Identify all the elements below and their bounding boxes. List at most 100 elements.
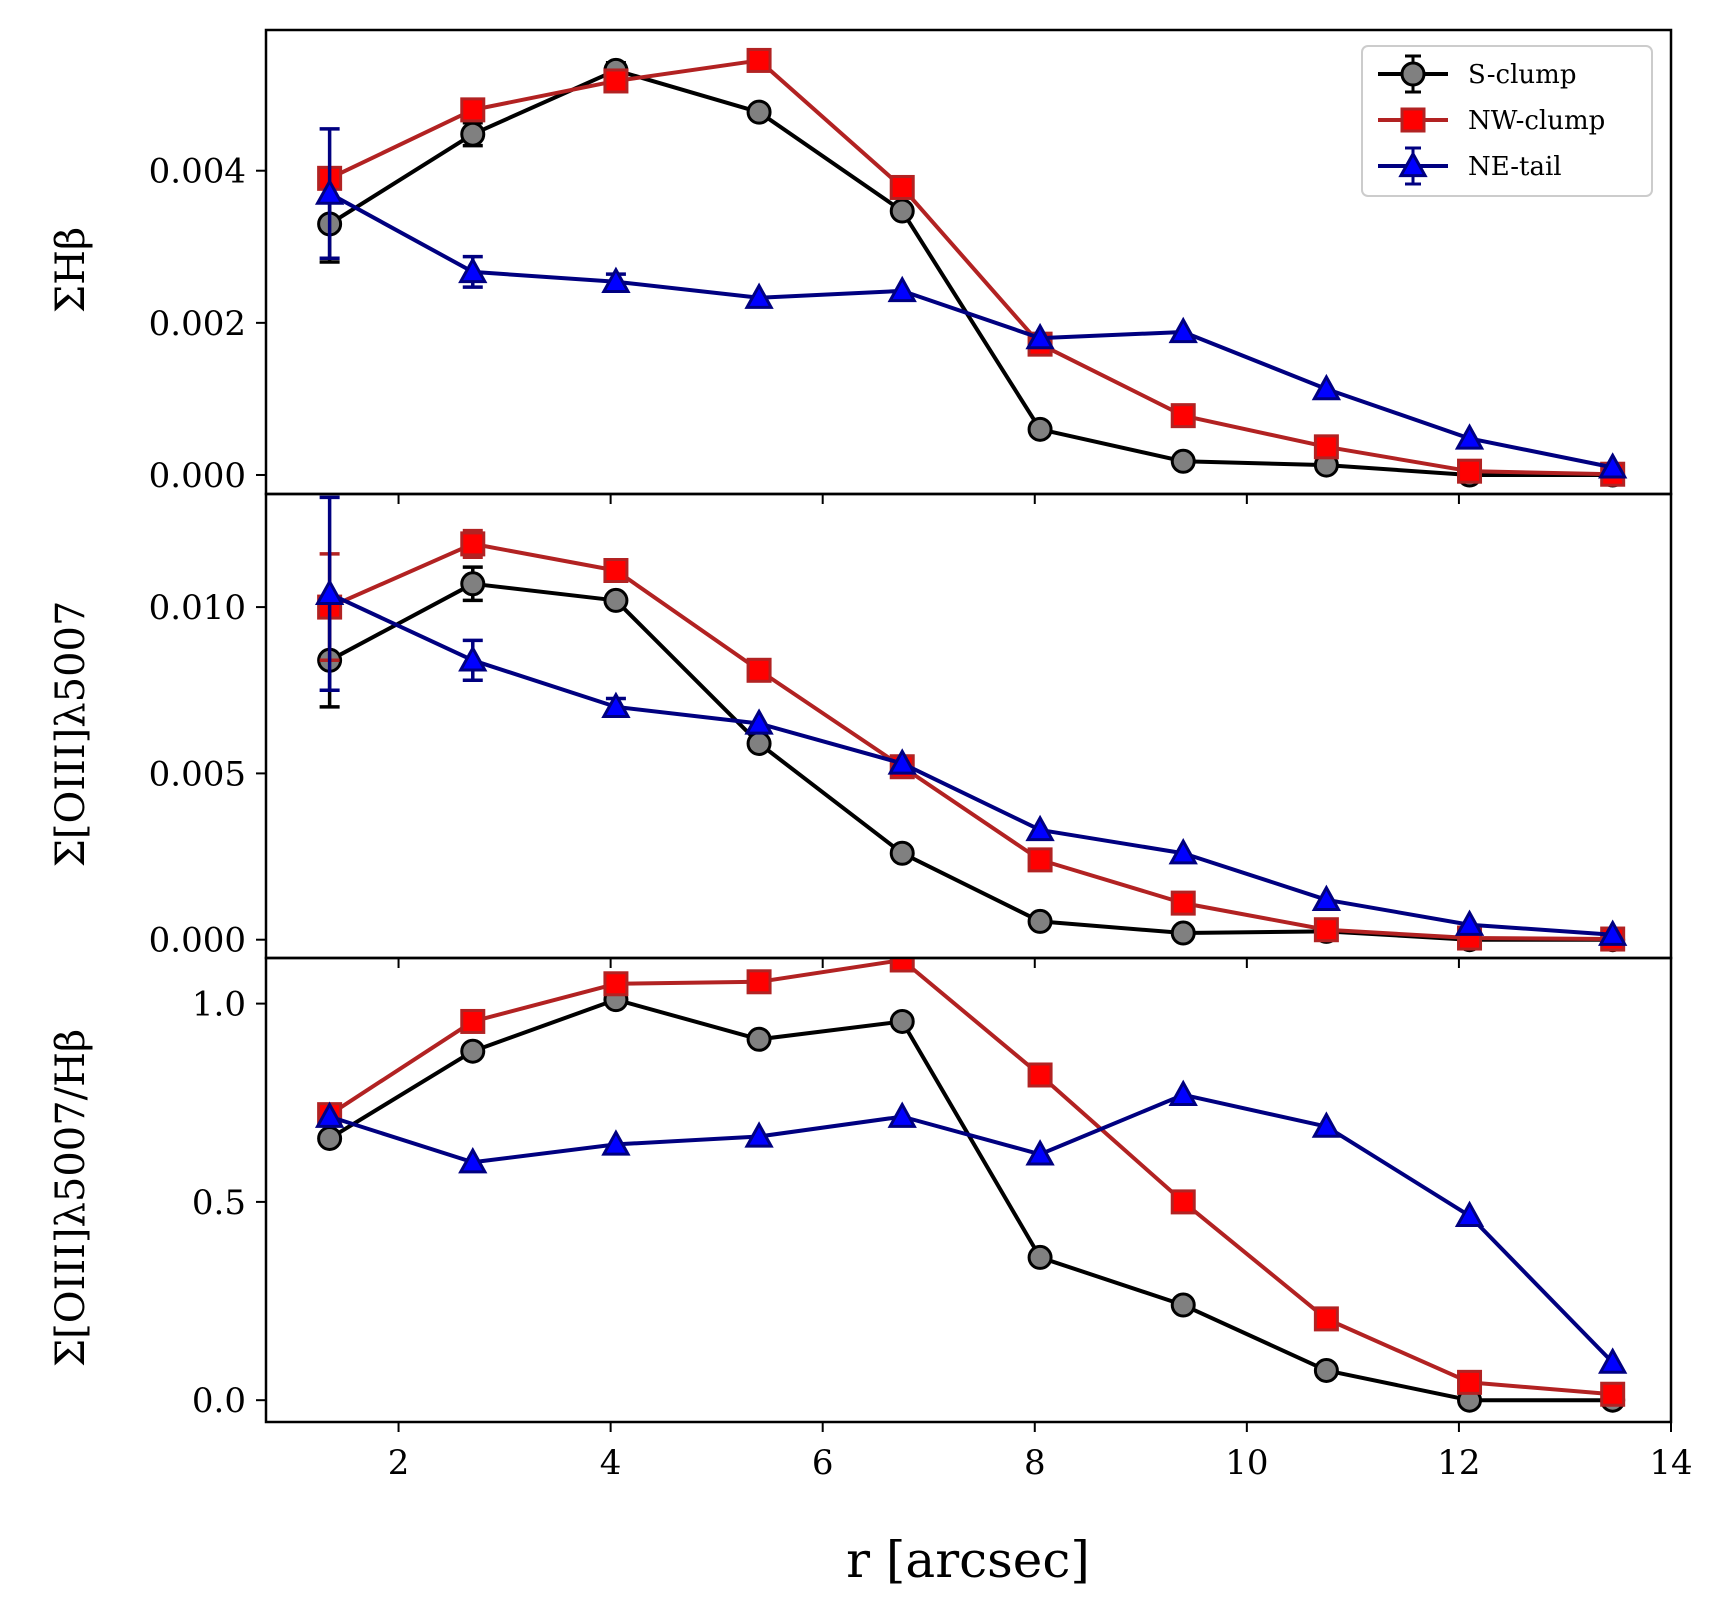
data-point-nw-clump [1313,917,1339,943]
data-point-ne-tail [1168,316,1198,344]
data-point-ne-tail [1598,452,1628,479]
data-point-ne-tail [458,256,488,284]
ytick-label: 0.010 [149,588,246,628]
data-point-nw-clump [603,558,629,584]
series-ne-tail [314,1079,1628,1374]
legend-entry-s-clump: S-clump [1468,60,1576,90]
data-point-nw-clump [1170,403,1196,429]
data-point-ne-tail [744,282,774,309]
data-point-ne-tail [887,748,917,775]
data-point-s-clump [1027,1244,1053,1270]
panel-ratio: 0.0 0.5 1.0 2 4 6 8 10 12 14 [192,956,1693,1483]
ylabel-hbeta: ΣHβ [48,227,94,313]
series-line-nw-clump [328,58,1613,477]
data-point-s-clump [1170,448,1196,474]
data-point-s-clump [317,1125,343,1151]
panel-hbeta: 0.000 0.002 0.004 [149,28,1673,504]
data-point-s-clump [603,587,629,613]
data-point-s-clump [889,1008,915,1034]
ytick-label: 0.002 [149,304,246,344]
data-point-ne-tail [887,275,917,303]
data-point-nw-clump [1027,1062,1053,1088]
data-point-ne-tail [314,578,345,605]
data-point-ne-tail [601,691,631,719]
data-point-ne-tail [1311,884,1342,911]
xtick-label: 2 [388,1443,410,1483]
data-point-nw-clump [1170,890,1196,916]
series-nw-clump [317,958,1626,1407]
xtick-label: 8 [1024,1443,1046,1483]
ytick-label: 0.000 [149,921,246,961]
legend-label-s-clump: S-clump [1468,60,1576,90]
legend-marker-nw-clump [1400,107,1426,133]
data-point-s-clump [1170,920,1196,946]
ytick-label: 0.0 [192,1381,246,1421]
data-point-ne-tail [314,1101,345,1128]
data-point-ne-tail [458,1147,488,1174]
data-point-ne-tail [887,1101,917,1128]
data-point-nw-clump [1313,1306,1339,1332]
data-point-nw-clump [1457,1369,1483,1395]
series-ne-tail [314,127,1628,479]
legend-entry-ne-tail: NE-tail [1468,152,1562,182]
xtick-label: 6 [812,1443,834,1483]
ytick-label: 1.0 [192,985,246,1025]
plot-area [314,958,1628,1413]
series-line-nw-clump [328,541,1613,942]
data-point-s-clump [746,99,772,125]
data-point-s-clump [1313,1357,1339,1383]
legend-glyph-ne-tail [1378,146,1448,186]
data-point-s-clump [889,198,915,224]
data-point-nw-clump [460,1008,486,1034]
data-point-ne-tail [1168,838,1198,865]
data-point-ne-tail [458,645,488,672]
series-line-nw-clump [328,958,1613,1397]
data-point-nw-clump [889,958,915,973]
data-point-ne-tail [1311,373,1342,401]
data-point-ne-tail [744,708,774,735]
data-point-nw-clump [1027,847,1053,873]
data-point-nw-clump [1170,1189,1196,1215]
data-point-nw-clump [746,47,772,73]
data-point-s-clump [460,1038,486,1064]
data-point-s-clump [746,730,772,756]
data-point-nw-clump [746,969,772,995]
data-point-s-clump [1027,416,1053,442]
data-point-ne-tail [601,1129,631,1156]
xtick-label: 4 [600,1443,622,1483]
data-point-ne-tail [1168,1079,1198,1107]
data-point-nw-clump [1600,1381,1626,1407]
data-point-ne-tail [601,266,631,293]
ylabel-oiii: Σ[OIII]λ5007 [48,601,94,868]
ytick-label: 0.005 [149,754,246,794]
data-point-nw-clump [460,97,486,123]
legend-frame [1361,45,1653,197]
legend-glyph-s-clump [1378,54,1448,94]
data-point-s-clump [1170,1292,1196,1318]
legend-marker-ne-tail [1398,150,1428,178]
series-line-ne-tail [329,1092,1615,1364]
data-point-s-clump [1027,908,1053,934]
data-point-ne-tail [1454,909,1485,936]
ytick-label: 0.000 [149,456,246,496]
data-point-nw-clump [603,971,629,997]
data-point-ne-tail [314,178,345,205]
xlabel: r [arcsec] [846,1531,1090,1589]
data-point-ne-tail [744,1121,774,1148]
plot-area [314,47,1628,488]
legend-entry-nw-clump: NW-clump [1468,106,1605,136]
ytick-label: 0.5 [192,1183,246,1223]
series-line-ne-tail [328,191,1614,470]
data-point-s-clump [460,121,486,147]
xtick-label: 14 [1649,1443,1692,1483]
data-point-s-clump [889,840,915,866]
data-point-nw-clump [1457,458,1483,484]
data-point-ne-tail [1025,322,1055,350]
data-point-ne-tail [1454,423,1485,450]
data-point-nw-clump [603,68,629,94]
data-point-nw-clump [1313,434,1339,460]
legend-marker-s-clump [1400,61,1426,87]
data-point-ne-tail [1025,1139,1055,1166]
data-point-nw-clump [746,657,772,683]
